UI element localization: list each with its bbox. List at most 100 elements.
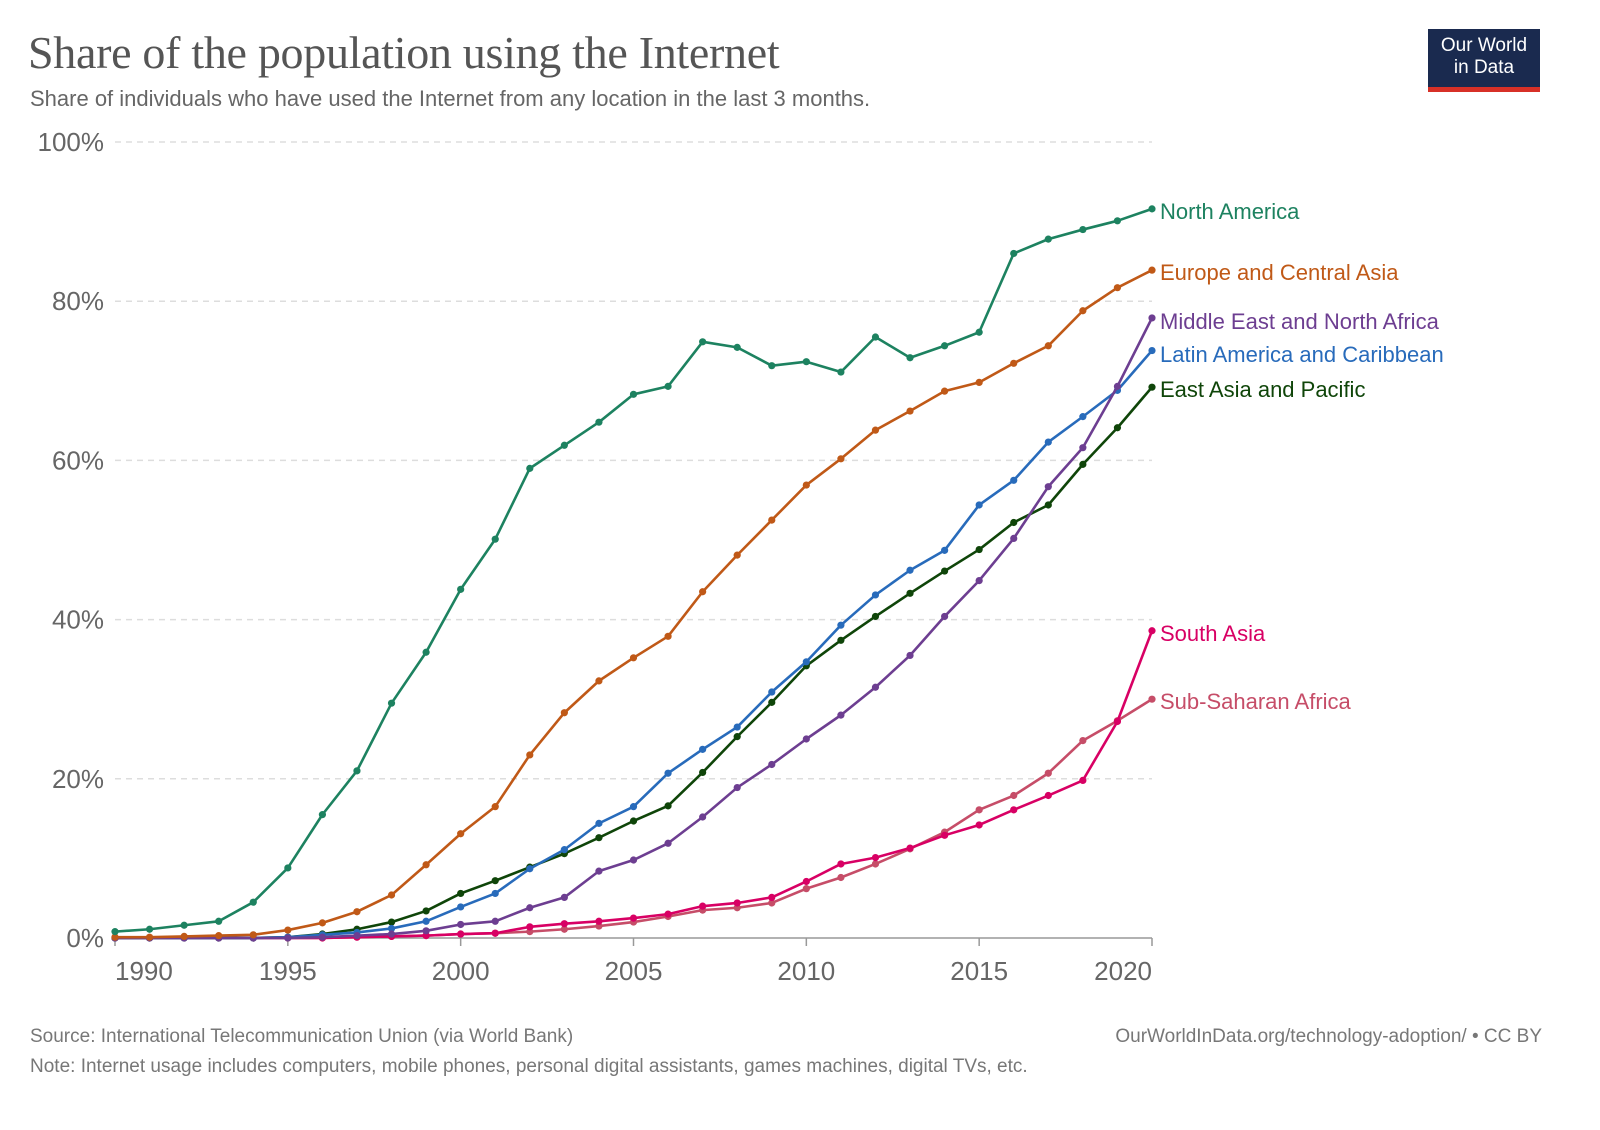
data-point[interactable] <box>318 811 326 819</box>
data-point[interactable] <box>975 378 983 386</box>
data-point[interactable] <box>1113 284 1122 292</box>
data-point[interactable] <box>595 917 603 925</box>
data-point[interactable] <box>733 551 741 559</box>
data-point[interactable] <box>871 333 880 341</box>
data-point[interactable] <box>457 930 465 938</box>
data-point[interactable] <box>802 735 810 743</box>
data-point[interactable] <box>837 711 845 719</box>
data-point[interactable] <box>664 910 672 918</box>
data-point[interactable] <box>1044 769 1052 777</box>
data-point[interactable] <box>837 621 845 629</box>
data-point[interactable] <box>560 441 568 449</box>
data-point[interactable] <box>387 918 396 926</box>
data-point[interactable] <box>1113 382 1122 390</box>
data-point[interactable] <box>871 683 880 691</box>
data-point[interactable] <box>837 636 845 644</box>
series-line[interactable] <box>115 317 1154 940</box>
data-point[interactable] <box>422 861 430 869</box>
data-point[interactable] <box>353 908 361 916</box>
data-point[interactable] <box>249 898 257 906</box>
data-point[interactable] <box>733 733 741 741</box>
series-latin-america-and-caribbean[interactable] <box>111 346 1156 942</box>
data-point[interactable] <box>664 802 672 810</box>
data-point[interactable] <box>975 806 983 814</box>
data-point[interactable] <box>906 566 914 574</box>
data-point[interactable] <box>1010 359 1018 367</box>
data-point[interactable] <box>249 931 257 939</box>
data-point[interactable] <box>768 516 776 524</box>
data-point[interactable] <box>837 368 845 376</box>
data-point[interactable] <box>941 546 949 554</box>
data-point[interactable] <box>629 803 638 811</box>
data-point[interactable] <box>699 338 707 346</box>
data-point[interactable] <box>1148 695 1156 703</box>
data-point[interactable] <box>629 856 638 864</box>
series-south-asia[interactable] <box>111 627 1156 942</box>
data-point[interactable] <box>1079 225 1087 234</box>
data-point[interactable] <box>768 362 776 370</box>
data-point[interactable] <box>284 864 292 872</box>
data-point[interactable] <box>733 723 741 731</box>
series-north-america[interactable] <box>111 205 1156 936</box>
data-point[interactable] <box>111 933 119 941</box>
series-line[interactable] <box>115 268 1153 939</box>
data-point[interactable] <box>457 585 465 593</box>
data-point[interactable] <box>629 390 638 398</box>
data-point[interactable] <box>1010 249 1018 258</box>
data-point[interactable] <box>387 699 396 707</box>
data-point[interactable] <box>491 803 499 811</box>
data-point[interactable] <box>837 873 845 882</box>
data-point[interactable] <box>941 612 949 621</box>
data-point[interactable] <box>318 933 326 941</box>
data-point[interactable] <box>664 632 672 640</box>
data-point[interactable] <box>941 387 949 395</box>
data-point[interactable] <box>1148 627 1156 635</box>
data-point[interactable] <box>1079 444 1087 452</box>
data-point[interactable] <box>111 928 119 936</box>
data-point[interactable] <box>387 930 396 938</box>
data-point[interactable] <box>941 342 949 350</box>
series-line[interactable] <box>115 349 1153 940</box>
data-point[interactable] <box>526 751 534 759</box>
data-point[interactable] <box>733 343 741 351</box>
data-point[interactable] <box>768 893 776 902</box>
data-point[interactable] <box>595 867 603 875</box>
data-point[interactable] <box>422 907 430 915</box>
data-point[interactable] <box>906 354 914 362</box>
data-point[interactable] <box>387 924 396 933</box>
data-point[interactable] <box>422 648 430 656</box>
data-point[interactable] <box>1044 235 1052 243</box>
data-point[interactable] <box>560 920 568 928</box>
data-point[interactable] <box>526 865 534 873</box>
data-point[interactable] <box>664 382 672 390</box>
data-point[interactable] <box>145 925 154 933</box>
data-point[interactable] <box>491 917 499 925</box>
data-point[interactable] <box>768 698 776 706</box>
data-point[interactable] <box>871 860 880 868</box>
source-url-link[interactable]: OurWorldInData.org/technology-adoption/ … <box>1115 1026 1542 1047</box>
data-point[interactable] <box>284 934 292 942</box>
series-middle-east-and-north-africa[interactable] <box>111 314 1156 942</box>
series-line[interactable] <box>115 386 1153 940</box>
data-point[interactable] <box>629 817 638 825</box>
data-point[interactable] <box>1044 483 1052 491</box>
data-point[interactable] <box>1010 518 1018 527</box>
data-point[interactable] <box>180 932 188 941</box>
data-point[interactable] <box>871 612 880 621</box>
data-point[interactable] <box>802 658 810 666</box>
data-point[interactable] <box>180 921 188 929</box>
data-point[interactable] <box>664 769 672 777</box>
data-point[interactable] <box>457 889 465 898</box>
data-point[interactable] <box>560 893 568 902</box>
data-point[interactable] <box>595 834 603 842</box>
data-point[interactable] <box>595 677 603 685</box>
data-point[interactable] <box>837 455 845 463</box>
series-europe-and-central-asia[interactable] <box>111 266 1156 941</box>
data-point[interactable] <box>941 567 949 575</box>
data-point[interactable] <box>768 899 776 907</box>
data-point[interactable] <box>1044 791 1052 800</box>
data-point[interactable] <box>871 426 880 434</box>
data-point[interactable] <box>802 358 810 366</box>
data-point[interactable] <box>1044 438 1052 446</box>
data-point[interactable] <box>871 854 880 862</box>
